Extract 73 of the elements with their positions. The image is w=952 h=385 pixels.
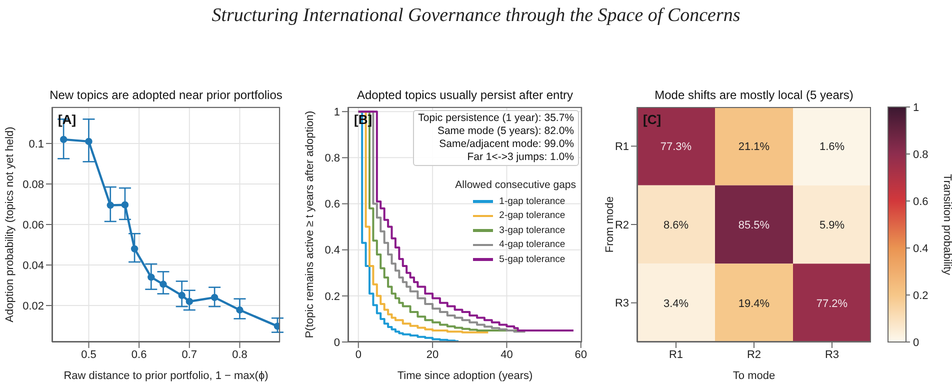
text: Structuring International Governance through the Space of Concerns — [210, 5, 742, 27]
color-bar-title: Transition probability — [941, 174, 952, 276]
point — [121, 201, 129, 208]
y-axis-title: From mode — [604, 196, 616, 253]
x-tick-label: 0 — [355, 348, 362, 361]
point — [148, 274, 155, 281]
x-tick-label: 20 — [426, 348, 439, 361]
x-tick-label: 0.6 — [131, 348, 147, 361]
color-bar-label: 0 — [913, 337, 920, 349]
chart-title: Mode shifts are mostly local (5 years) — [654, 88, 854, 102]
color-bar-label: 0.6 — [913, 196, 928, 208]
y-tick-label: R2 — [614, 219, 629, 232]
y-axis-title: Adoption probability (topics not yet held) — [4, 126, 16, 322]
legend-label: 3-gap tolerance — [498, 224, 566, 238]
y-tick-label: 0.02 — [22, 300, 44, 312]
point — [160, 280, 167, 288]
x-tick-label: R2 — [746, 348, 762, 361]
y-tick-label: 0 — [334, 336, 340, 349]
point — [210, 294, 218, 302]
data-label: 77.3% — [660, 141, 692, 154]
point — [106, 202, 114, 209]
data-label: 8.6% — [663, 220, 689, 232]
x-tick-label: R3 — [824, 348, 840, 361]
legend-label: 1-gap tolerance — [498, 194, 566, 208]
point — [60, 136, 68, 144]
y-axis-title: P(topic remains active ≥ t years after adoption) — [304, 110, 316, 338]
color-bar-label: 0.4 — [913, 243, 928, 255]
y-tick-label: 0.8 — [324, 152, 340, 165]
color-bar-label: 1 — [913, 102, 920, 114]
annotation: Same mode (5 years): 82.0% — [436, 125, 574, 138]
point — [236, 306, 244, 314]
legend-label: 2-gap tolerance — [498, 209, 566, 223]
y-tick-label: 0.06 — [22, 219, 44, 232]
point — [85, 138, 92, 146]
legend-title: Allowed consecutive gaps — [455, 179, 576, 191]
y-tick-label: 0.6 — [324, 198, 340, 211]
x-axis-title: Time since adoption (years) — [397, 370, 533, 382]
color-bar-label: 0.8 — [913, 149, 928, 161]
data-label: 19.4% — [738, 298, 770, 310]
x-axis-title: To mode — [732, 370, 776, 382]
x-tick-label: 60 — [574, 348, 588, 361]
x-axis-title: Raw distance to prior portfolio, 1 − max(ϕ) — [64, 370, 268, 382]
annotation: Topic persistence (1 year): 35.7% — [418, 112, 574, 125]
color-bar-label: 0.2 — [913, 290, 928, 302]
annotation: [C] — [643, 112, 662, 127]
y-tick-label: 0.4 — [324, 244, 340, 257]
annotation: Far 1<->3 jumps: 1.0% — [466, 151, 574, 164]
x-tick-label: R1 — [668, 348, 684, 361]
x-tick-label: 40 — [500, 348, 513, 361]
y-tick-label: 0.04 — [22, 260, 44, 272]
data-label: 77.2% — [816, 298, 848, 310]
annotation: Same/adjacent mode: 99.0% — [438, 138, 574, 151]
point — [130, 245, 138, 252]
data-label: 21.1% — [738, 141, 770, 154]
y-tick-label: 0.2 — [324, 290, 340, 303]
data-label: 85.5% — [738, 220, 770, 232]
x-tick-label: 0.7 — [182, 348, 198, 361]
point — [186, 298, 194, 306]
x-tick-label: 0.8 — [232, 348, 248, 361]
data-label: 5.9% — [819, 220, 845, 232]
y-tick-label: R1 — [614, 141, 629, 154]
y-tick-label: R3 — [614, 298, 629, 310]
data-label: 1.6% — [819, 141, 845, 154]
y-tick-label: 0.1 — [28, 138, 44, 150]
x-tick-label: 0.5 — [81, 348, 96, 361]
chart-title: Adopted topics usually persist after entry — [356, 88, 574, 102]
legend-label: 4-gap tolerance — [498, 238, 566, 252]
y-tick-label: 1 — [334, 106, 340, 119]
data-label: 3.4% — [663, 298, 689, 310]
legend-label: 5-gap tolerance — [498, 252, 566, 266]
chart-title: New topics are adopted near prior portfolios — [48, 88, 284, 102]
y-tick-label: 0.08 — [22, 178, 44, 191]
point — [178, 292, 186, 300]
